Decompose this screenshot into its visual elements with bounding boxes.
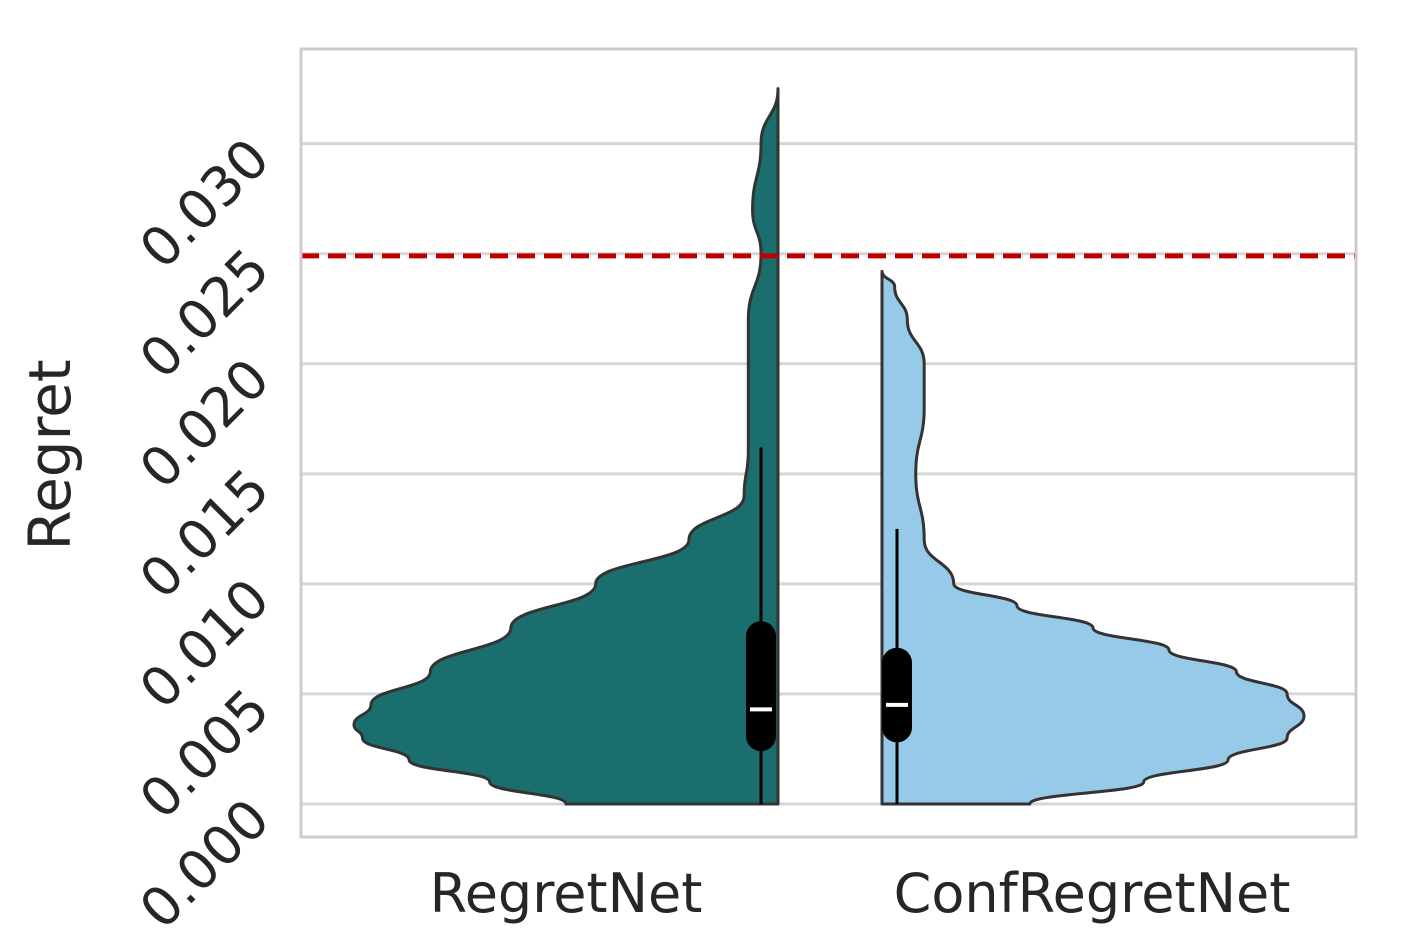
plot-frame xyxy=(299,47,1358,839)
iqr-box xyxy=(746,621,776,752)
x-tick-label: ConfRegretNet xyxy=(894,862,1291,925)
violin-regretnet xyxy=(352,87,780,806)
y-tick-label: 0.030 xyxy=(128,127,282,281)
iqr-box xyxy=(882,647,912,743)
x-tick-labels: RegretNet ConfRegretNet xyxy=(430,862,1291,925)
y-axis-label: Regret xyxy=(16,359,84,550)
x-tick-label: RegretNet xyxy=(430,862,703,925)
box-layer xyxy=(746,447,912,804)
violin-confregretnet xyxy=(880,269,1306,806)
violin-layer xyxy=(352,87,1306,806)
